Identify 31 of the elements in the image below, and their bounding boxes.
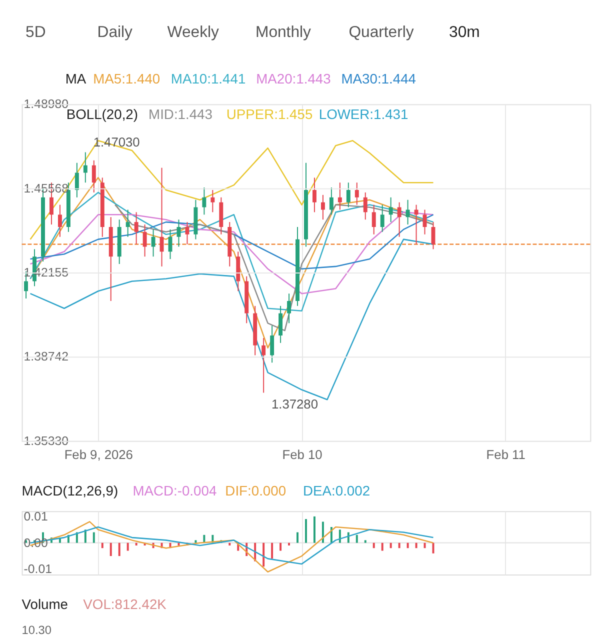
text: Daily — [97, 24, 133, 41]
text: LOWER:1.431 — [318, 106, 409, 122]
x-tick-label: Feb 9, 2026 — [64, 447, 133, 462]
text: VOL:812.42K — [83, 596, 168, 612]
text: MA30:1.444 — [341, 70, 416, 86]
text: Weekly — [167, 24, 219, 41]
text: MA — [65, 70, 87, 86]
text: Volume — [22, 596, 68, 612]
y-tick-label: 1.35330 — [24, 434, 69, 448]
text: MACD:-0.004 — [132, 482, 217, 498]
text: 30m — [449, 24, 480, 41]
text: Monthly — [256, 24, 312, 41]
y-tick-label: -0.01 — [24, 562, 52, 576]
text: 5D — [26, 24, 46, 41]
annotation: 1.37280 — [271, 396, 318, 412]
x-tick-label: Feb 10 — [282, 447, 322, 462]
text: MA5:1.440 — [93, 70, 160, 86]
x-tick-label: Feb 11 — [486, 447, 526, 462]
annotation: BOLL(20,2) — [66, 106, 138, 122]
text: MA20:1.443 — [256, 70, 332, 86]
text: MA10:1.441 — [170, 70, 246, 86]
text: DEA:0.002 — [303, 482, 370, 498]
y-tick-label: 0.01 — [24, 509, 48, 524]
text: 10.30 — [22, 622, 52, 637]
text: DIF:0.000 — [225, 482, 286, 498]
text: UPPER:1.455 — [226, 106, 313, 122]
annotation: 1.47030 — [93, 134, 140, 150]
text: MID:1.443 — [148, 106, 213, 122]
chart-title: MACD(12,26,9) — [22, 482, 118, 498]
text: Quarterly — [348, 24, 414, 41]
y-tick-label: 1.38742 — [24, 350, 69, 364]
